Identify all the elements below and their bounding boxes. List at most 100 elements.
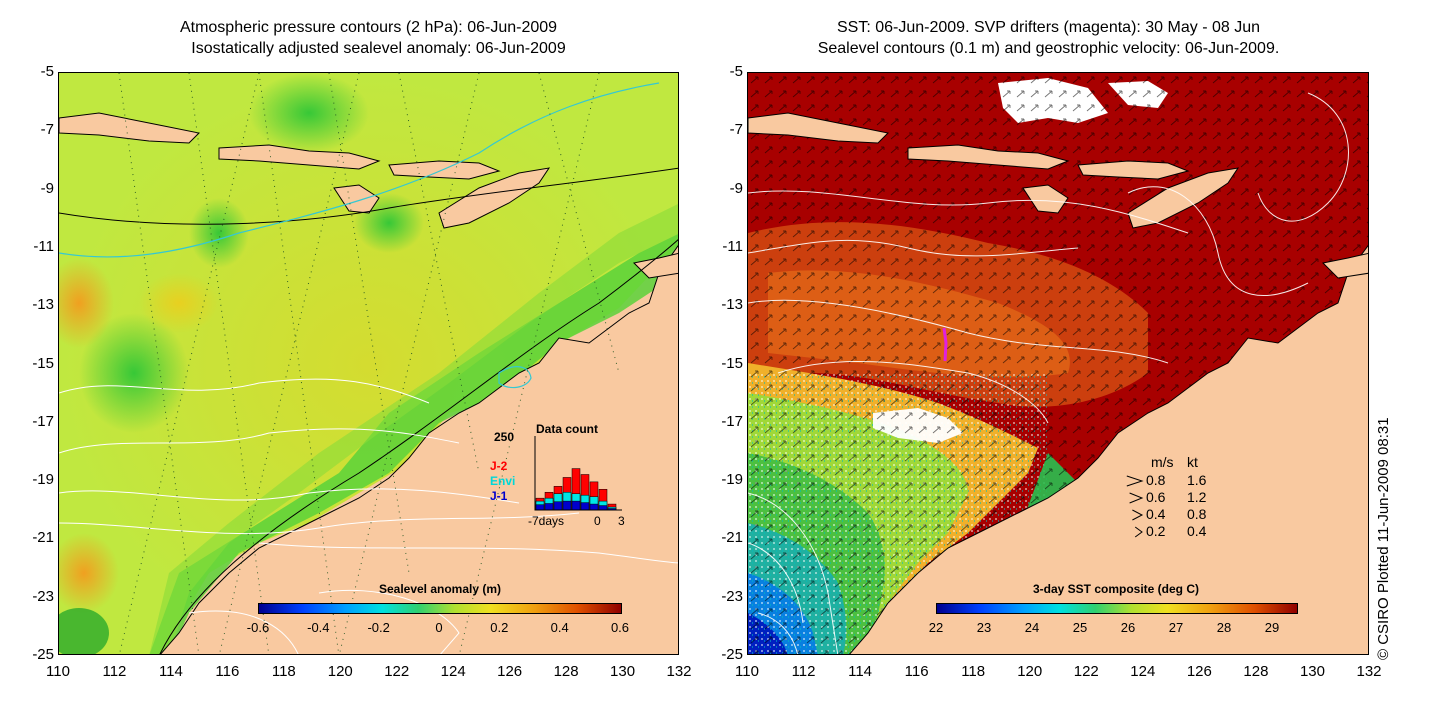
y-tick-label: -7	[729, 121, 743, 139]
colorbar-label: -0.6	[246, 620, 270, 635]
x-tick-label: 130	[610, 663, 636, 680]
velocity-legend-ms: 0.4	[1146, 506, 1166, 522]
data-count-series-envi: Envi	[490, 474, 516, 488]
data-count-x-label-zero: 0	[594, 514, 601, 528]
y-tick-label: -15	[721, 354, 743, 372]
colorbar-label: 28	[1216, 620, 1232, 635]
colorbar-label: 22	[928, 620, 944, 635]
velocity-legend-arrow-icon	[1124, 508, 1144, 527]
left-land-australia	[160, 244, 678, 654]
velocity-legend-kt: 1.6	[1187, 472, 1207, 488]
colorbar-label: 26	[1120, 620, 1136, 635]
right-land-australia	[849, 244, 1368, 654]
y-tick-label: -11	[722, 237, 743, 255]
y-tick-label: -9	[729, 179, 743, 197]
x-tick-label: 132	[666, 663, 692, 680]
velocity-legend-arrow-icon	[1124, 474, 1144, 493]
x-tick-label: 124	[440, 663, 466, 680]
data-count-series-j1: J-1	[490, 489, 508, 503]
colorbar-label: 27	[1168, 620, 1184, 635]
x-tick-label: 122	[1073, 663, 1099, 680]
data-count-series-j2: J-2	[490, 459, 508, 473]
velocity-legend-ms: 0.8	[1146, 472, 1166, 488]
x-tick-label: 132	[1356, 663, 1382, 680]
velocity-legend-arrow-icon	[1124, 525, 1144, 544]
histogram-bar-j1	[589, 503, 599, 511]
x-tick-label: 114	[848, 663, 873, 680]
colorbar-label: 23	[976, 620, 992, 635]
histogram-bar-j1	[598, 505, 608, 511]
y-tick-label: -21	[32, 529, 54, 547]
sealevel-anomaly-map	[58, 72, 679, 655]
x-tick-label: 120	[327, 663, 353, 680]
y-tick-label: -25	[32, 646, 54, 663]
histogram-bar-j1	[571, 500, 581, 511]
histogram-axis	[534, 436, 622, 511]
data-count-x-label-start: -7days	[528, 514, 565, 528]
y-tick-label: -17	[721, 412, 743, 430]
velocity-legend-kt: 1.2	[1187, 489, 1207, 505]
x-tick-label: 114	[158, 663, 183, 680]
y-tick-label: -19	[32, 471, 54, 489]
y-tick-label: -11	[33, 237, 54, 255]
y-tick-label: -7	[40, 121, 54, 139]
y-tick-label: -5	[729, 63, 743, 80]
left-colorbar	[258, 603, 622, 614]
y-tick-label: -23	[32, 587, 54, 605]
x-tick-label: 126	[1186, 663, 1212, 680]
velocity-legend-arrow-icon	[1124, 491, 1144, 510]
histogram-bar-j1	[535, 504, 545, 511]
data-count-ymax: 250	[494, 430, 515, 444]
right-land-java	[748, 112, 890, 144]
histogram-bar-j1	[544, 503, 554, 511]
x-tick-label: 128	[1243, 663, 1269, 680]
x-tick-label: 120	[1017, 663, 1043, 680]
right-title-line1: SST: 06-Jun-2009. SVP drifters (magenta)…	[836, 19, 1261, 36]
y-tick-label: -15	[32, 354, 54, 372]
right-colorbar	[936, 603, 1298, 614]
data-count-title: Data count	[536, 422, 599, 436]
velocity-legend-ms: 0.2	[1146, 523, 1166, 539]
y-tick-label: -23	[721, 587, 743, 605]
x-tick-label: 112	[791, 663, 816, 680]
x-tick-label: 110	[735, 663, 759, 680]
credit-text: © CSIRO Plotted 11-Jun-2009 08:31	[1375, 417, 1392, 660]
right-colorbar-title: 3-day SST composite (deg C)	[1032, 582, 1200, 596]
histogram-bar-j1	[580, 502, 590, 511]
y-tick-label: -13	[721, 296, 743, 314]
colorbar-label: 24	[1024, 620, 1040, 635]
y-tick-label: -5	[40, 63, 54, 80]
x-tick-label: 110	[46, 663, 70, 680]
y-tick-label: -13	[32, 296, 54, 314]
y-tick-label: -19	[721, 471, 743, 489]
x-tick-label: 116	[904, 663, 929, 680]
sst-map	[747, 72, 1369, 655]
y-tick-label: -9	[40, 179, 54, 197]
x-tick-label: 118	[961, 663, 986, 680]
velocity-legend-kt: 0.4	[1187, 523, 1207, 539]
colorbar-label: 0.2	[490, 620, 509, 635]
colorbar-label: -0.2	[367, 620, 390, 635]
left-colorbar-title: Sealevel anomaly (m)	[378, 582, 502, 596]
x-tick-label: 112	[102, 663, 127, 680]
data-count-histogram	[534, 436, 622, 511]
colorbar-label: 0.4	[550, 620, 569, 635]
left-title-line2: Isostatically adjusted sealevel anomaly:…	[191, 40, 566, 57]
colorbar-label: 29	[1264, 620, 1280, 635]
y-tick-label: -21	[721, 529, 743, 547]
x-tick-label: 128	[553, 663, 579, 680]
x-tick-label: 118	[271, 663, 296, 680]
velocity-legend-header-ms: m/s	[1151, 454, 1174, 470]
velocity-legend-ms: 0.6	[1146, 489, 1166, 505]
histogram-bar-j1	[562, 500, 572, 511]
left-land-java	[59, 112, 201, 144]
right-title-line2: Sealevel contours (0.1 m) and geostrophi…	[817, 40, 1280, 57]
velocity-legend-header-kt: kt	[1187, 454, 1198, 470]
x-tick-label: 116	[215, 663, 240, 680]
colorbar-label: -0.4	[307, 620, 330, 635]
y-tick-label: -17	[32, 412, 54, 430]
data-count-x-label-end: 3	[618, 514, 625, 528]
x-tick-label: 124	[1130, 663, 1156, 680]
colorbar-label: 0.6	[610, 620, 630, 635]
colorbar-label: 0	[435, 620, 443, 635]
